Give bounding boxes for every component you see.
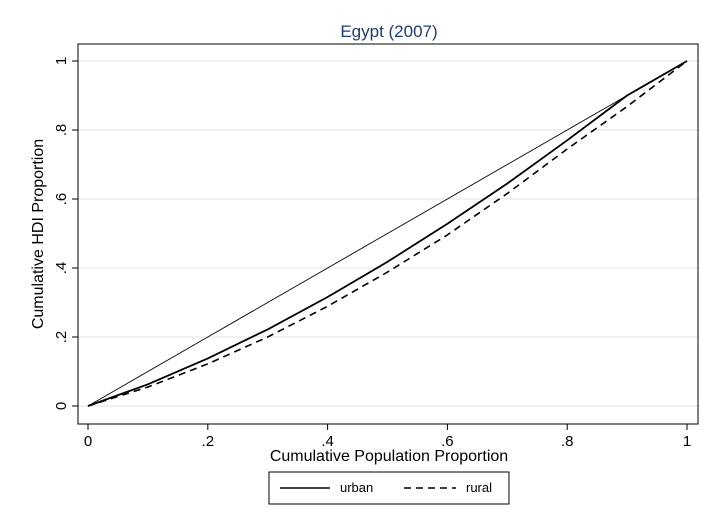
y-tick-label-4: .8 (53, 124, 70, 137)
series-line-rural (87, 60, 688, 407)
y-axis-title: Cumulative HDI Proportion (30, 139, 47, 329)
y-tick-label-5: 1 (53, 57, 70, 65)
y-tick-label-0: 0 (53, 402, 70, 410)
y-tick-label-1: .2 (53, 331, 70, 344)
x-tick-label-4: .8 (561, 433, 574, 450)
x-axis-ticks: 0 .2 .4 .6 .8 1 (84, 424, 691, 450)
legend: urban rural (268, 471, 510, 505)
x-tick-label-3: .6 (441, 433, 454, 450)
x-tick-label-0: 0 (84, 433, 92, 450)
x-axis-title: Cumulative Population Proportion (270, 448, 508, 465)
x-tick-label-1: .2 (202, 433, 215, 450)
y-tick-label-2: .4 (53, 262, 70, 275)
y-tick-label-3: .6 (53, 193, 70, 206)
series-line-equality (87, 60, 688, 407)
series-lines (87, 60, 688, 407)
gridlines (78, 60, 698, 407)
x-tick-label-2: .4 (321, 433, 334, 450)
legend-rural-label: rural (466, 480, 492, 495)
series-line-urban (87, 60, 688, 407)
x-tick-label-5: 1 (683, 433, 691, 450)
chart-title: Egypt (2007) (340, 22, 437, 41)
y-axis-ticks: 0 .2 .4 .6 .8 1 (53, 57, 78, 410)
legend-urban-label: urban (340, 480, 373, 495)
plot-area-frame (77, 43, 699, 425)
